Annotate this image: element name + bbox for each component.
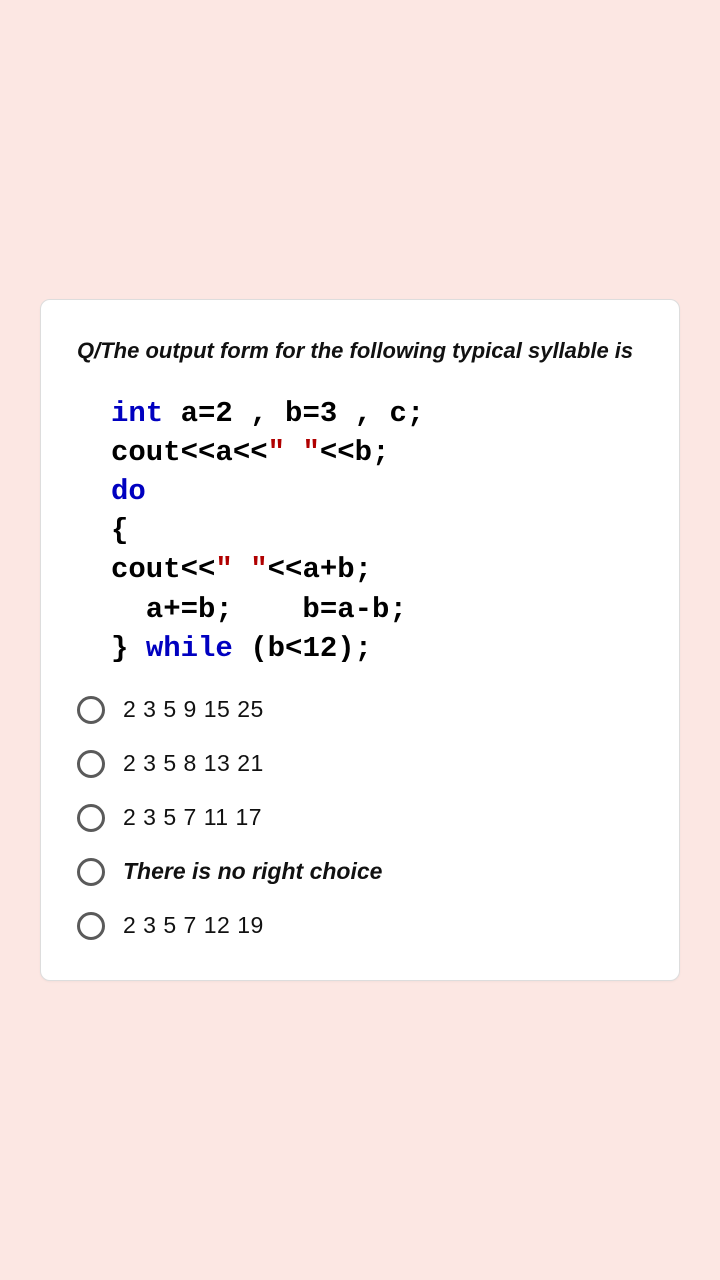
code-token: <<a+b; <box>268 553 372 586</box>
option-label: 2 3 5 7 11 17 <box>123 804 262 831</box>
option-label: 2 3 5 8 13 21 <box>123 750 264 777</box>
code-token: (b<12); <box>233 632 372 665</box>
question-card: Q/The output form for the following typi… <box>40 299 680 981</box>
radio-icon[interactable] <box>77 750 105 778</box>
option-row[interactable]: 2 3 5 7 11 17 <box>77 804 643 832</box>
code-token: do <box>111 475 146 508</box>
code-token: " " <box>268 436 320 469</box>
code-token: while <box>146 632 233 665</box>
code-token: } <box>111 632 146 665</box>
option-label: 2 3 5 9 15 25 <box>123 696 264 723</box>
option-row[interactable]: There is no right choice <box>77 858 643 886</box>
code-token: cout<<a<< <box>111 436 268 469</box>
option-row[interactable]: 2 3 5 7 12 19 <box>77 912 643 940</box>
radio-icon[interactable] <box>77 804 105 832</box>
option-label: There is no right choice <box>123 858 382 885</box>
code-token: <<b; <box>320 436 390 469</box>
radio-icon[interactable] <box>77 696 105 724</box>
option-label: 2 3 5 7 12 19 <box>123 912 264 939</box>
code-token: a=2 , b=3 , c; <box>163 397 424 430</box>
code-token: int <box>111 397 163 430</box>
option-row[interactable]: 2 3 5 9 15 25 <box>77 696 643 724</box>
options-group: 2 3 5 9 15 25 2 3 5 8 13 21 2 3 5 7 11 1… <box>77 696 643 940</box>
question-text: Q/The output form for the following typi… <box>77 336 643 366</box>
radio-icon[interactable] <box>77 858 105 886</box>
code-token: cout<< <box>111 553 215 586</box>
radio-icon[interactable] <box>77 912 105 940</box>
code-token: " " <box>215 553 267 586</box>
code-block: int a=2 , b=3 , c; cout<<a<<" "<<b; do {… <box>111 394 643 668</box>
code-token: { <box>111 514 128 547</box>
option-row[interactable]: 2 3 5 8 13 21 <box>77 750 643 778</box>
code-token: a+=b; b=a-b; <box>111 593 407 626</box>
